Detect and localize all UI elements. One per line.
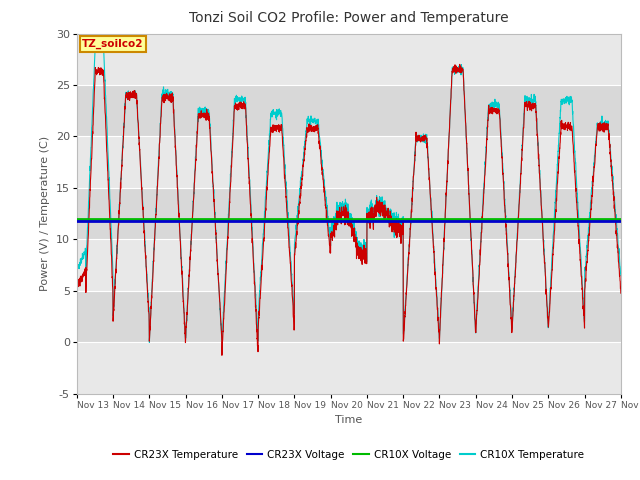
Bar	[77, 136, 621, 188]
Bar	[77, 34, 621, 85]
Bar	[77, 342, 621, 394]
Bar	[77, 85, 621, 136]
Bar	[77, 188, 621, 240]
Y-axis label: Power (V) / Temperature (C): Power (V) / Temperature (C)	[40, 136, 50, 291]
Bar	[77, 291, 621, 342]
Legend: CR23X Temperature, CR23X Voltage, CR10X Voltage, CR10X Temperature: CR23X Temperature, CR23X Voltage, CR10X …	[109, 445, 589, 464]
Text: TZ_soilco2: TZ_soilco2	[82, 39, 144, 49]
Title: Tonzi Soil CO2 Profile: Power and Temperature: Tonzi Soil CO2 Profile: Power and Temper…	[189, 12, 509, 25]
X-axis label: Time: Time	[335, 415, 362, 425]
Bar	[77, 240, 621, 291]
